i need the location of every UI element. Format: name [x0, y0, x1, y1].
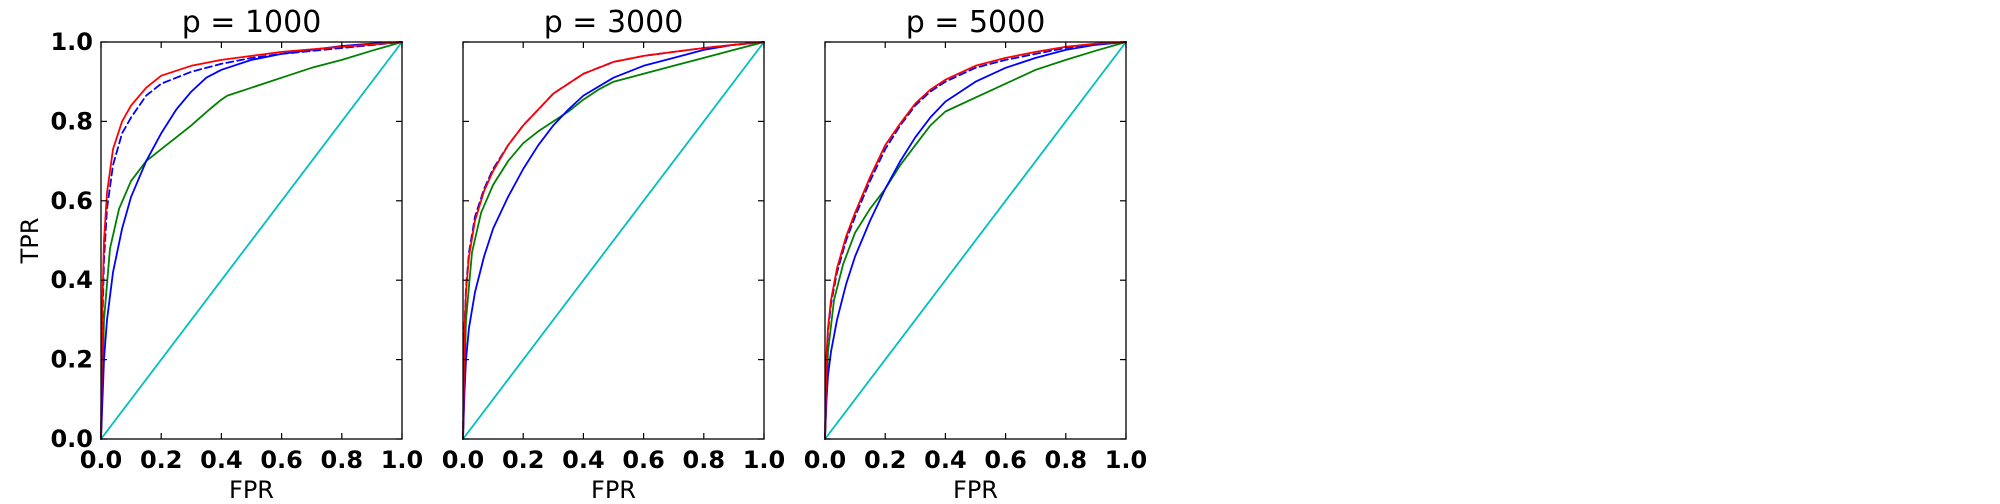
plot-frame: [100, 41, 403, 440]
chart-panel-2: 0.0 0.2 0.4 0.6 0.8 1.0 p = 3000 FPR: [442, 5, 786, 504]
x-tick-label: 0.8: [683, 446, 726, 474]
x-tick-label: 0.4: [200, 446, 243, 474]
y-tick-label: 0.4: [50, 266, 93, 294]
x-axis-label: FPR: [953, 476, 998, 500]
roc-curve-panel2-series3: [462, 41, 765, 440]
roc-curve-panel2-series1: [462, 41, 765, 440]
x-tick-label: 1.0: [381, 446, 424, 474]
x-tick-label: 0.0: [80, 446, 123, 474]
chart-panel-1: 0.0 0.2 0.4 0.6 0.8 1.0 0.0 0.2 0.4 0.6 0.8 1.0 p = …: [16, 5, 424, 504]
roc-curve-panel1-series1: [100, 41, 403, 440]
y-tick-label: 0.6: [50, 187, 93, 215]
roc-curve-panel3-series3: [824, 41, 1127, 440]
y-tick-label: 0.8: [50, 107, 93, 135]
x-tick-label: 0.2: [502, 446, 545, 474]
panel-title: p = 3000: [544, 5, 684, 40]
plot-frame: [824, 41, 1127, 440]
roc-curve-panel3-series1: [824, 41, 1127, 440]
x-tick-label: 0.6: [984, 446, 1027, 474]
x-tick-label: 0.2: [864, 446, 907, 474]
y-tick-label: 0.0: [50, 425, 93, 453]
x-axis-label: FPR: [591, 476, 636, 500]
plot-frame: [462, 41, 765, 440]
x-tick-label: 0.0: [804, 446, 847, 474]
roc-curve-panel3-series5: [824, 41, 1127, 440]
x-tick-label: 0.4: [562, 446, 605, 474]
panel-title: p = 5000: [906, 5, 1046, 40]
x-tick-label: 0.8: [321, 446, 364, 474]
roc-curve-panel3-series2: [824, 41, 1127, 440]
x-axis-label: FPR: [229, 476, 274, 500]
x-tick-label: 0.0: [442, 446, 485, 474]
x-tick-label: 0.4: [924, 446, 967, 474]
roc-curve-panel2-series5: [462, 41, 765, 440]
x-tick-label: 1.0: [743, 446, 786, 474]
x-tick-label: 0.6: [622, 446, 665, 474]
x-tick-label: 0.6: [260, 446, 303, 474]
x-tick-label: 1.0: [1105, 446, 1148, 474]
roc-curve-panel1-series4: [100, 41, 403, 440]
y-tick-label: 0.2: [50, 346, 93, 374]
x-tick-label: 0.2: [140, 446, 183, 474]
roc-curve-panel1-series2: [100, 41, 403, 440]
y-axis-label: TPR: [16, 218, 44, 265]
roc-curve-panel1-series5: [100, 41, 403, 440]
y-tick-label: 1.0: [50, 28, 93, 56]
panel-title: p = 1000: [182, 5, 322, 40]
chart-panel-3: 0.0 0.2 0.4 0.6 0.8 1.0 p = 5000 FPR: [804, 5, 1148, 504]
x-tick-label: 0.8: [1045, 446, 1088, 474]
